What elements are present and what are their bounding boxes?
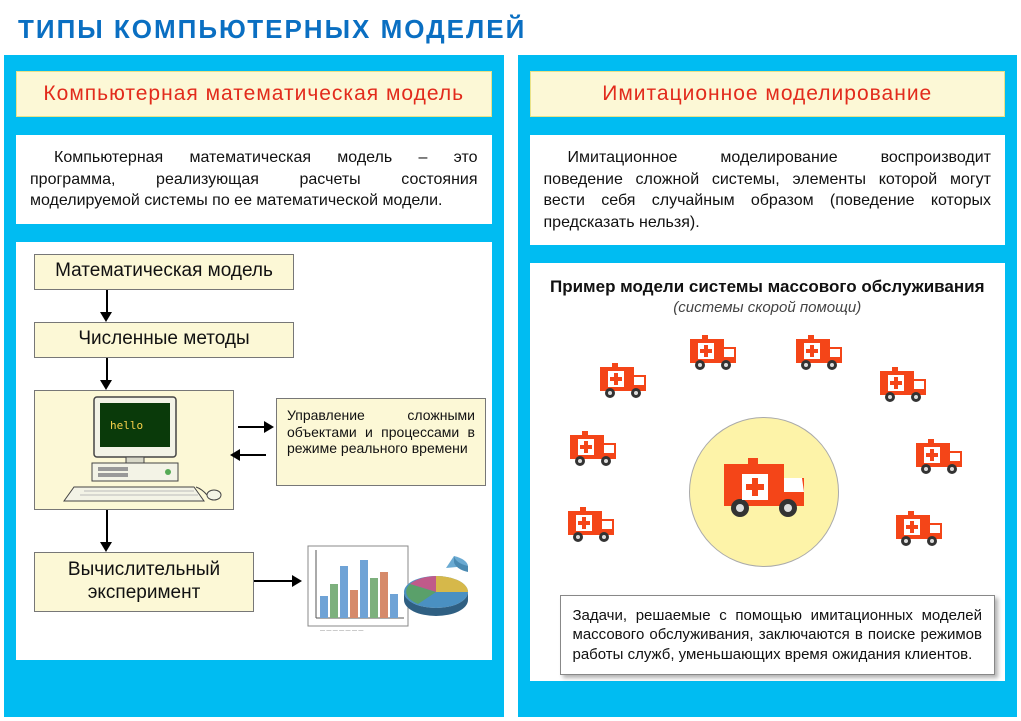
chart-illustration: — — — — — — — <box>306 536 486 651</box>
flow-node-experiment: Вычислительный эксперимент <box>34 552 254 612</box>
flow-node-computer: hello <box>34 390 234 510</box>
flow-node-math-model: Математическая модель <box>34 254 294 290</box>
ambulance-icon <box>684 331 742 378</box>
left-header-text: Компьютерная математическая модель <box>43 82 464 105</box>
ambulance-icon <box>714 452 814 524</box>
flow-node-numeric-methods: Численные методы <box>34 322 294 358</box>
task-description-box: Задачи, решаемые с помощью имитационных … <box>560 595 996 676</box>
left-description: Компьютерная математическая модель – это… <box>16 135 492 224</box>
example-title-text: Пример модели системы массового обслужив… <box>550 277 985 296</box>
svg-text:— — — — — — —: — — — — — — — <box>320 628 363 634</box>
page-title: ТИПЫ КОМПЬЮТЕРНЫХ МОДЕЛЕЙ <box>0 0 1021 55</box>
right-header-text: Имитационное моделирование <box>602 82 932 105</box>
right-column: Имитационное моделирование Имитационное … <box>518 55 1018 717</box>
main-layout: Компьютерная математическая модель Компь… <box>0 55 1021 717</box>
flow-node-realtime-control: Управление сложными объектами и процесса… <box>276 398 486 486</box>
ambulance-center <box>714 452 814 529</box>
example-title: Пример модели системы массового обслужив… <box>544 277 992 317</box>
left-body: Математическая модель Численные методы h… <box>16 242 492 660</box>
ambulance-icon <box>790 331 848 378</box>
ambulance-icon <box>564 427 622 474</box>
ambulance-icon <box>594 359 652 406</box>
bar-pie-icon: — — — — — — — <box>306 536 486 646</box>
right-description: Имитационное моделирование воспроизводит… <box>530 135 1006 245</box>
right-body: Пример модели системы массового обслужив… <box>530 263 1006 681</box>
left-column: Компьютерная математическая модель Компь… <box>4 55 504 717</box>
ambulance-icon <box>562 503 620 550</box>
ambulance-icon <box>910 435 968 482</box>
svg-text:hello: hello <box>110 419 143 432</box>
ambulance-scene <box>544 317 992 567</box>
flowchart: Математическая модель Численные методы h… <box>26 254 482 648</box>
ambulance-icon <box>874 363 932 410</box>
left-header-box: Компьютерная математическая модель <box>16 71 492 117</box>
ambulance-icon <box>890 507 948 554</box>
right-header-box: Имитационное моделирование <box>530 71 1006 117</box>
computer-icon: hello <box>44 395 224 505</box>
example-subtitle: (системы скорой помощи) <box>673 299 861 316</box>
